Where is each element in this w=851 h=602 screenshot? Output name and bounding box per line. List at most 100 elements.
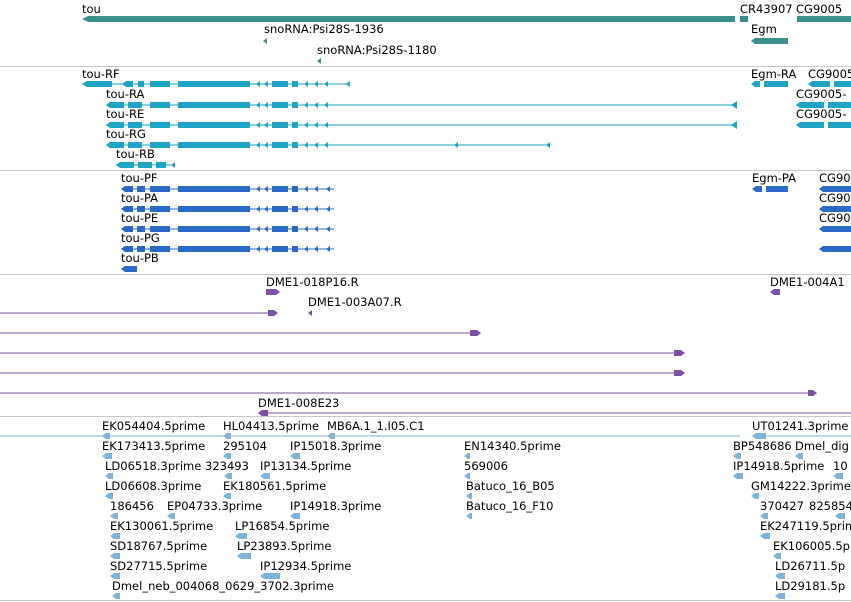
cds-feature-egm-pa[interactable]: Egm-PA (752, 171, 796, 192)
est-feature[interactable]: EN14340.5prime (464, 439, 561, 459)
mrna-feature-tou-rb[interactable]: tou-RB (116, 147, 175, 168)
mrna-feature-egm-ra[interactable]: Egm-RA (751, 67, 796, 87)
est-feature[interactable]: HL04413.5prime (223, 419, 319, 439)
mrna-label-cg9005-2: CG9005- (796, 87, 846, 101)
est-feature[interactable]: SD18767.5prime (110, 539, 207, 559)
est-feature[interactable]: EK180561.5prime (223, 479, 326, 499)
gene-feature-egm[interactable]: Egm (751, 22, 788, 44)
cds-feature-tou-pb[interactable]: tou-PB (121, 251, 159, 272)
gene-feature-cr43907[interactable]: CR43907 (740, 2, 793, 22)
est-label: IP12934.5prime (260, 559, 351, 573)
clone-feature-dme1-003a07[interactable]: DME1-003A07.R (308, 295, 402, 316)
est-label: 186456 (110, 499, 154, 513)
cds-feature-cg9005-1[interactable]: CG90 (819, 171, 851, 192)
est-label: IP14918.3prime (290, 499, 381, 513)
est-feature[interactable]: MB6A.1_1.I05.C1 (327, 419, 425, 439)
cds-label-cg9005-2: CG90 (819, 191, 851, 205)
est-feature[interactable]: GM14222.3prime (751, 479, 851, 499)
est-track: EK054404.5prime HL04413.5prime MB6A.1_1.… (0, 419, 851, 599)
clone-feature-dme1-004a1[interactable]: DME1-004A1 (770, 275, 845, 295)
clone-feature-line-3[interactable] (0, 350, 685, 356)
clone-feature-line-4[interactable] (0, 370, 685, 376)
est-feature[interactable]: Dmel_dig (795, 439, 849, 459)
est-feature[interactable]: 186456 (110, 499, 154, 519)
cds-feature-tou-pg[interactable]: tou-PG (121, 231, 334, 252)
est-label: SD18767.5prime (110, 539, 207, 553)
est-label: HL04413.5prime (223, 419, 319, 433)
est-feature[interactable]: LD29181.5p (775, 579, 845, 599)
est-feature[interactable]: EK130061.5prime (110, 519, 213, 539)
est-feature[interactable]: IP13134.5prime (260, 459, 351, 479)
est-feature[interactable]: IP12934.5prime (260, 559, 351, 579)
est-label: Dmel_neb_004068_0629_3702.3prime (112, 579, 334, 593)
est-label: LD06608.3prime (105, 479, 201, 493)
cds-feature-cg9005-3[interactable]: CG90 (819, 211, 851, 232)
cds-feature-cg9005-4[interactable] (819, 246, 851, 252)
est-feature[interactable]: EK173413.5prime (102, 439, 205, 459)
est-feature[interactable]: IP15018.3prime (290, 439, 381, 459)
est-feature[interactable]: LD06518.3prime (105, 459, 201, 479)
est-feature[interactable]: 370427 (760, 499, 804, 519)
est-feature[interactable]: Batuco_16_F10 (466, 499, 553, 519)
mrna-label-cg9005-1: CG9005 (808, 67, 851, 81)
mrna-feature-cg9005-2[interactable]: CG9005- (796, 87, 851, 108)
est-feature[interactable]: EP04733.3prime (167, 499, 262, 519)
clone-feature-line-1[interactable] (0, 310, 278, 316)
est-label: SD27715.5prime (110, 559, 207, 573)
mrna-feature-tou-rg[interactable]: tou-RG (106, 127, 550, 148)
mrna-feature-tou-re[interactable]: tou-RE (106, 107, 737, 129)
est-label: Batuco_16_B05 (466, 479, 555, 493)
gene-label-tou: tou (82, 2, 101, 16)
cds-label-tou-pb: tou-PB (121, 251, 159, 265)
gene-feature-cg9005[interactable]: CG9005 (796, 2, 851, 22)
cds-feature-cg9005-2[interactable]: CG90 (819, 191, 851, 212)
est-feature[interactable]: 10 (833, 459, 848, 479)
clone-feature-dme1-018p16[interactable]: DME1-018P16.R (266, 275, 359, 295)
mrna-feature-tou-rf[interactable]: tou-RF (82, 67, 350, 87)
est-label: IP15018.3prime (290, 439, 381, 453)
cds-feature-tou-pf[interactable]: tou-PF (121, 171, 334, 192)
est-feature[interactable]: EK106005.5p (773, 539, 850, 559)
cds-label-tou-pe: tou-PE (121, 211, 158, 225)
est-feature[interactable]: IP14918.5prime (733, 459, 824, 479)
est-feature[interactable]: SD27715.5prime (110, 559, 207, 579)
mrna-feature-cg9005-1[interactable]: CG9005 (808, 67, 851, 87)
est-feature[interactable]: Batuco_16_B05 (466, 479, 555, 499)
cds-feature-tou-pe[interactable]: tou-PE (121, 211, 334, 232)
est-label: LP16854.5prime (235, 519, 329, 533)
est-feature[interactable]: EK054404.5prime (102, 419, 205, 439)
est-label: EP04733.3prime (167, 499, 262, 513)
est-feature[interactable]: 825854 (809, 499, 851, 519)
est-feature[interactable]: BP548686 (733, 439, 792, 459)
est-feature[interactable]: Dmel_neb_004068_0629_3702.3prime (112, 579, 334, 599)
est-feature[interactable]: LP23893.5prime (237, 539, 331, 559)
est-feature[interactable]: LD26711.5p (775, 559, 845, 579)
gene-feature-snorna-1936[interactable]: snoRNA:Psi28S-1936 (263, 22, 384, 44)
cds-label-tou-pa: tou-PA (121, 191, 158, 205)
est-label: 370427 (760, 499, 804, 513)
clone-feature-line-5[interactable] (0, 390, 817, 396)
mrna-label-egm-ra: Egm-RA (751, 67, 796, 81)
est-feature[interactable]: 295104 (223, 439, 267, 459)
cds-feature-tou-pa[interactable]: tou-PA (121, 191, 334, 212)
est-feature[interactable]: LP16854.5prime (235, 519, 329, 539)
est-label: LD06518.3prime (105, 459, 201, 473)
est-label: LD29181.5p (775, 579, 845, 593)
clone-feature-dme1-008e23[interactable]: DME1-008E23 (258, 396, 851, 416)
est-feature[interactable]: 323493 (205, 459, 249, 479)
est-feature[interactable]: 569006 (464, 459, 508, 479)
mrna-feature-tou-ra[interactable]: tou-RA (106, 87, 737, 109)
gene-feature-tou[interactable]: tou (82, 2, 735, 22)
est-feature[interactable]: IP14918.3prime (290, 499, 381, 519)
clone-label-dme1-004a1: DME1-004A1 (770, 275, 845, 289)
mrna-feature-cg9005-3[interactable]: CG9005- (796, 107, 851, 128)
est-label: 569006 (464, 459, 508, 473)
gene-feature-snorna-1180[interactable]: snoRNA:Psi28S-1180 (317, 43, 437, 64)
est-feature[interactable]: UT01241.3prime (752, 419, 851, 439)
est-feature[interactable]: LD06608.3prime (105, 479, 201, 499)
clone-feature-line-2[interactable] (0, 330, 481, 336)
est-label: EK130061.5prime (110, 519, 213, 533)
est-label: LD26711.5p (775, 559, 845, 573)
est-feature[interactable]: EK247119.5prime (760, 519, 851, 539)
